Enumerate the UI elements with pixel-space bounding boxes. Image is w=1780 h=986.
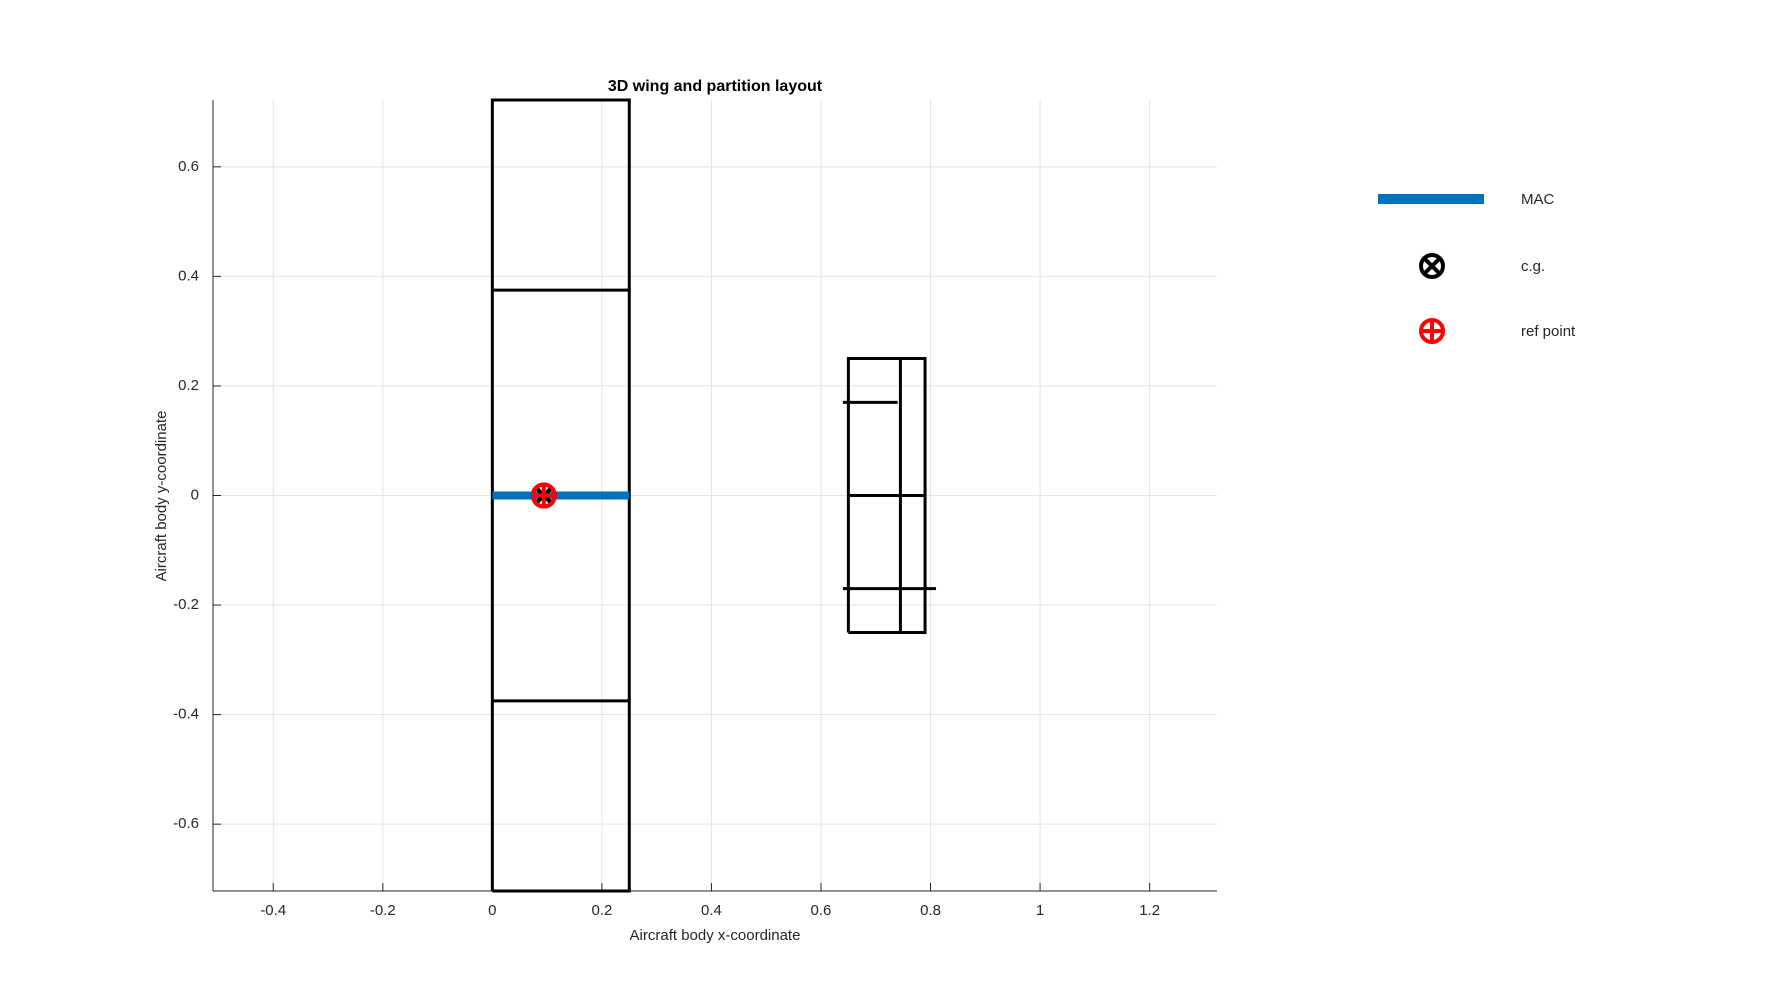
chart-title: 3D wing and partition layout (608, 78, 823, 95)
legend-label: MAC (1521, 191, 1555, 208)
legend-label: c.g. (1521, 258, 1545, 275)
x-tick-label: 0.6 (811, 902, 832, 919)
y-tick-label: 0.2 (178, 377, 199, 394)
x-tick-label: 1 (1036, 902, 1044, 919)
marker (530, 482, 557, 509)
y-tick-label: -0.2 (173, 596, 199, 613)
marker-cross (532, 484, 555, 507)
y-tick-label: -0.6 (173, 815, 199, 832)
y-tick-label: 0.6 (178, 158, 199, 175)
y-tick-label: 0 (191, 486, 199, 503)
x-tick-label: 1.2 (1139, 902, 1160, 919)
x-tick-label: -0.2 (370, 902, 396, 919)
legend-marker-cross (1422, 256, 1442, 276)
legend-marker-ring (1419, 253, 1445, 279)
x-axis-label: Aircraft body x-coordinate (630, 927, 801, 944)
legend-marker (1419, 253, 1445, 279)
x-tick-label: 0.2 (591, 902, 612, 919)
x-tick-label: -0.4 (260, 902, 286, 919)
outline (490, 98, 631, 893)
x-tick-label: 0.8 (920, 902, 941, 919)
legend-marker-cross (1421, 320, 1443, 342)
y-tick-label: -0.4 (173, 706, 199, 723)
x-tick-label: 0.4 (701, 902, 722, 919)
legend-label: ref point (1521, 323, 1576, 340)
legend-marker (1419, 318, 1445, 344)
x-tick-label: 0 (488, 902, 496, 919)
y-axis-label: Aircraft body y-coordinate (153, 411, 170, 582)
y-tick-label: 0.4 (178, 267, 199, 284)
outline (842, 357, 937, 634)
